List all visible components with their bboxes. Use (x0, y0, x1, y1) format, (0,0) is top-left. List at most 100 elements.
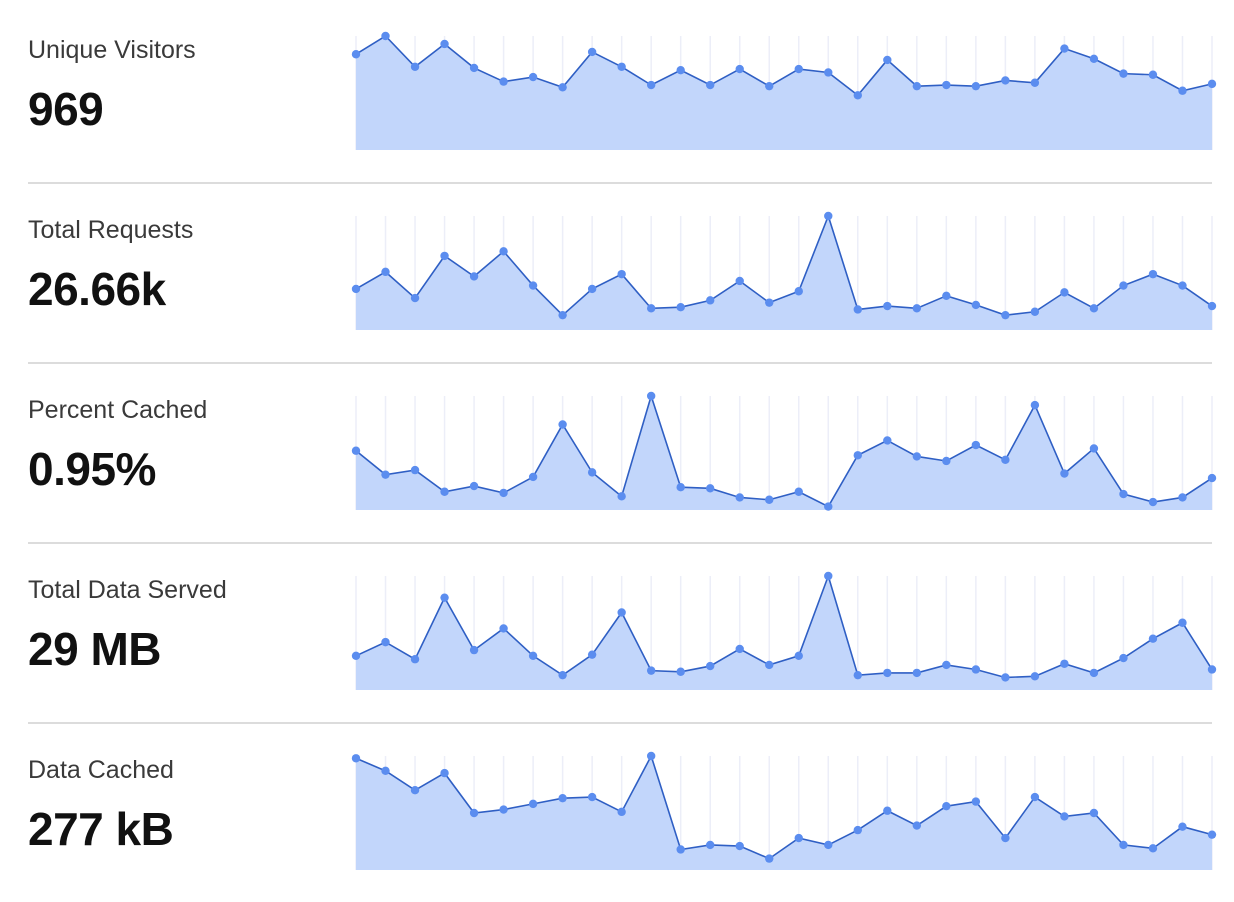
data-point (1178, 86, 1187, 95)
data-point (883, 806, 892, 815)
data-point (440, 487, 449, 496)
data-point (706, 840, 715, 850)
data-point (971, 81, 981, 91)
data-point (1060, 44, 1069, 53)
data-point (410, 655, 420, 664)
data-point (1148, 844, 1158, 853)
data-point (971, 440, 981, 450)
data-point (853, 451, 862, 460)
data-point (587, 792, 597, 802)
metric-label: Total Data Served (28, 576, 227, 604)
data-point (1178, 618, 1187, 627)
data-point (1060, 469, 1069, 478)
sparkline-2 (351, 391, 1217, 511)
metric-label: Data Cached (28, 756, 174, 784)
data-point (410, 465, 420, 475)
data-point (942, 801, 951, 811)
data-point (646, 391, 656, 401)
data-point (558, 670, 567, 680)
data-point (824, 840, 833, 850)
data-point (587, 650, 597, 659)
data-point (676, 483, 685, 492)
data-point (794, 64, 803, 74)
data-point (617, 269, 626, 279)
data-point (528, 651, 538, 660)
data-point (1119, 653, 1128, 663)
data-point (735, 644, 744, 654)
area-fill (356, 396, 1212, 510)
data-point (1001, 76, 1010, 85)
data-point (824, 211, 833, 221)
data-point (912, 304, 922, 313)
data-point (1089, 444, 1099, 453)
data-point (351, 446, 361, 455)
data-point (942, 80, 951, 90)
data-point (440, 593, 449, 602)
data-point (1207, 301, 1217, 311)
data-point (824, 502, 833, 511)
row-divider (28, 362, 1212, 364)
data-point (587, 468, 597, 477)
metric-value: 277 kB (28, 803, 174, 855)
data-point (528, 799, 538, 809)
area-fill (356, 36, 1212, 150)
data-point (1119, 69, 1128, 78)
data-point (1060, 288, 1069, 297)
data-point (883, 668, 892, 678)
data-point (646, 666, 656, 675)
data-point (883, 55, 892, 65)
data-point (1207, 665, 1217, 674)
data-point (794, 651, 803, 660)
data-point (1119, 840, 1128, 850)
data-point (381, 267, 390, 277)
data-point (853, 305, 862, 314)
data-point (558, 793, 567, 803)
data-point (942, 456, 951, 466)
row-divider (28, 182, 1212, 184)
data-point (1148, 634, 1158, 643)
data-point (706, 661, 715, 671)
data-point (676, 845, 685, 854)
data-point (971, 797, 981, 806)
series-line (355, 573, 1213, 679)
data-point (1207, 830, 1217, 839)
data-point (824, 68, 833, 77)
data-point (410, 62, 420, 71)
data-point (617, 62, 626, 71)
data-point (499, 805, 508, 814)
data-point (971, 665, 981, 674)
data-point (1060, 659, 1069, 668)
data-point (1030, 400, 1040, 410)
data-point (1148, 497, 1158, 507)
data-point (1148, 269, 1158, 279)
data-point (528, 281, 538, 290)
data-point (1089, 54, 1099, 63)
data-point (1001, 455, 1010, 465)
series-line (355, 213, 1213, 317)
data-point (499, 624, 508, 633)
data-point (735, 64, 744, 74)
metric-value: 0.95% (28, 443, 156, 495)
data-point (558, 83, 567, 92)
data-point (440, 768, 449, 778)
data-point (1148, 70, 1158, 79)
data-point (1089, 808, 1099, 818)
data-point (765, 298, 774, 307)
area-fill (356, 576, 1212, 690)
data-point (469, 481, 479, 491)
data-point (794, 833, 803, 843)
data-point (676, 66, 685, 75)
metric-label: Percent Cached (28, 396, 208, 424)
data-point (765, 660, 774, 670)
sparkline-4 (351, 751, 1217, 870)
data-point (499, 488, 508, 498)
data-point (558, 310, 567, 320)
data-point (528, 72, 538, 82)
sparkline-0 (351, 31, 1217, 150)
metric-value: 26.66k (28, 263, 166, 315)
data-point (1178, 822, 1187, 831)
data-point (853, 825, 862, 835)
data-point (381, 470, 390, 479)
data-point (765, 81, 774, 91)
